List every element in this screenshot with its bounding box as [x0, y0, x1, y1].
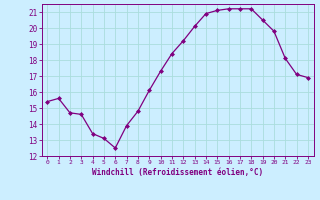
X-axis label: Windchill (Refroidissement éolien,°C): Windchill (Refroidissement éolien,°C) — [92, 168, 263, 177]
